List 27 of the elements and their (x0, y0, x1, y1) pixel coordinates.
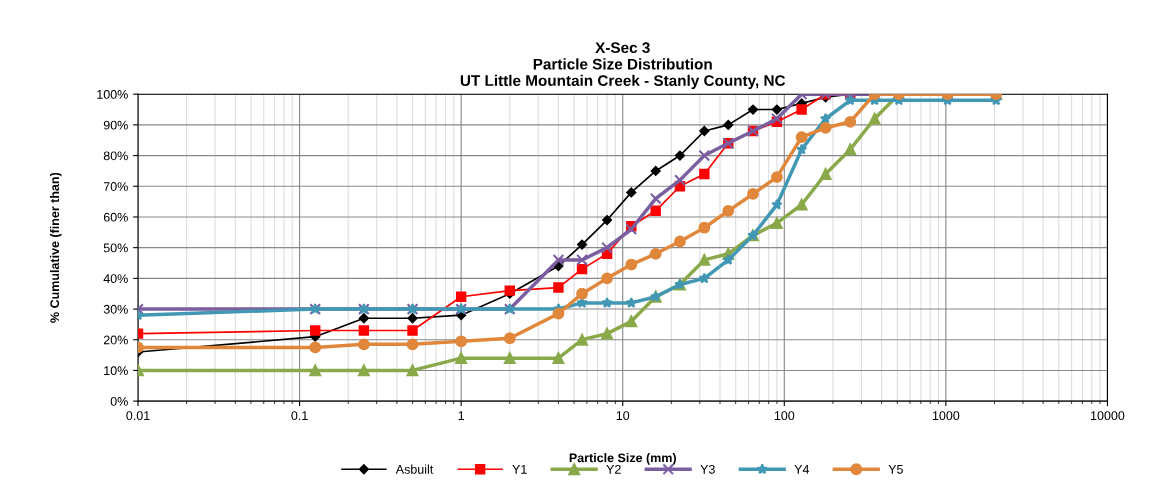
chart-title: X-Sec 3 Particle Size Distribution UT Little Mountain Creek - Stanly County, NC (460, 42, 786, 90)
x-axis-title: Particle Size (mm) (569, 453, 676, 465)
y-tick-label: 60% (103, 212, 128, 222)
y-axis-title: % Cumulative (finer than) (49, 172, 62, 323)
y-tick-label: 50% (103, 243, 128, 253)
x-tick-label: 1000 (932, 411, 960, 421)
legend-label: Y3 (700, 464, 715, 474)
y-tick-label: 0% (110, 396, 128, 406)
y-tick-label: 90% (103, 120, 128, 130)
x-tick-label: 10 (616, 411, 630, 421)
x-tick-label: 0.1 (291, 411, 308, 421)
x-tick-label: 100 (774, 411, 795, 421)
y-tick-label: 30% (103, 304, 128, 314)
y-tick-label: 40% (103, 274, 128, 284)
legend-label: Asbuilt (395, 464, 434, 474)
legend-label: Y5 (888, 465, 903, 474)
x-tick-label: 10000 (1091, 411, 1125, 421)
x-tick-label: 0.01 (126, 411, 150, 421)
legend-label: Y2 (606, 464, 621, 474)
legend-label: Y4 (794, 465, 810, 474)
x-tick-label: 1 (458, 411, 465, 420)
y-tick-label: 100% (97, 89, 128, 99)
y-tick-label: 20% (103, 335, 128, 345)
y-tick-label: 80% (103, 151, 128, 161)
y-tick-label: 70% (103, 182, 128, 191)
y-tick-label: 10% (104, 366, 128, 376)
legend-label: Y1 (512, 465, 527, 474)
